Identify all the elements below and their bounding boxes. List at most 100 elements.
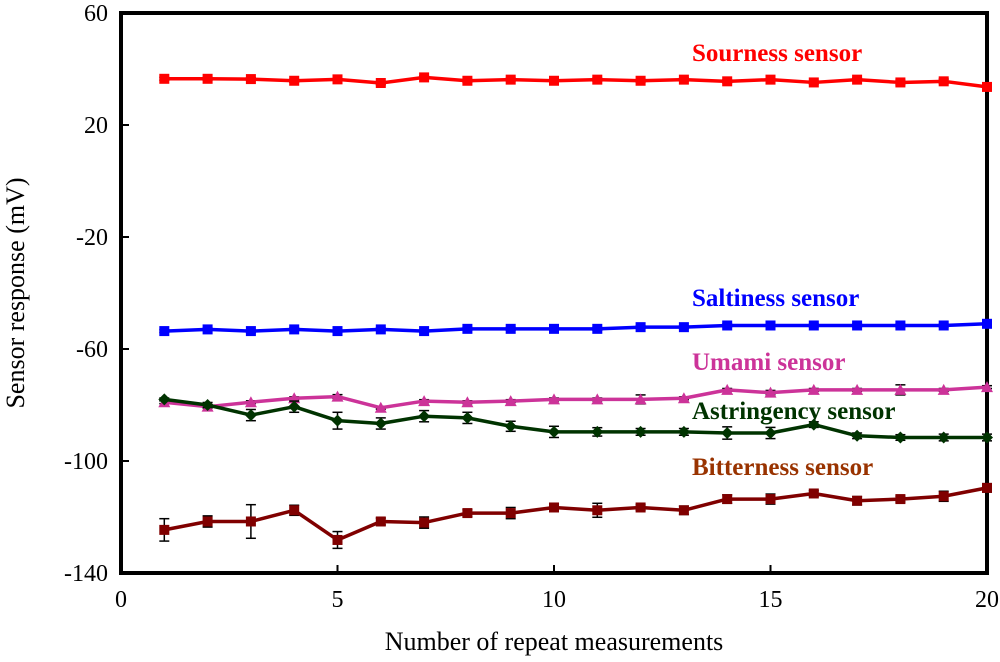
y-axis-title: Sensor response (mV)	[1, 177, 30, 408]
x-tick-label: 20	[975, 587, 999, 613]
bitterness-sensor-point	[332, 534, 343, 545]
umami-sensor-line	[164, 385, 988, 410]
bitterness-sensor-point	[375, 516, 386, 527]
sourness-sensor-point	[202, 73, 213, 84]
saltiness-sensor-point	[722, 320, 733, 331]
sourness-sensor-point	[505, 74, 516, 85]
sourness-sensor-point	[635, 75, 646, 86]
astringency-sensor-point	[244, 409, 257, 422]
sourness-sensor-point	[722, 76, 733, 87]
astringency-sensor-point	[461, 411, 474, 424]
astringency-sensor-point	[807, 418, 820, 431]
axis-ticks: 0 5 10 15 20 60 20 -20 -60 -100 -140	[64, 1, 999, 613]
astringency-sensor-point	[677, 425, 690, 438]
umami-sensor-point	[764, 386, 777, 398]
bitterness-sensor-point	[549, 502, 559, 513]
sourness-sensor-point	[419, 72, 430, 83]
umami-sensor-point	[504, 395, 517, 407]
series-layer	[158, 72, 993, 550]
saltiness-sensor-label: Saltiness sensor	[692, 285, 859, 312]
umami-sensor-point	[244, 396, 257, 408]
sourness-sensor-point	[982, 81, 992, 92]
saltiness-sensor-point	[159, 326, 170, 337]
umami-sensor-point	[331, 390, 344, 402]
bitterness-sensor-point	[635, 502, 646, 513]
sourness-sensor-point	[245, 74, 256, 85]
saltiness-sensor-point	[635, 322, 646, 333]
saltiness-sensor-point	[895, 320, 906, 331]
x-tick-label: 0	[115, 587, 127, 613]
sourness-sensor-point	[678, 74, 689, 85]
umami-sensor-point	[374, 401, 387, 413]
astringency-sensor-point	[374, 417, 387, 430]
x-axis-title: Number of repeat measurements	[385, 627, 724, 656]
astringency-sensor-point	[721, 427, 734, 439]
astringency-sensor-point	[894, 431, 907, 444]
bitterness-sensor-point	[462, 508, 473, 519]
sourness-sensor-point	[808, 77, 819, 88]
saltiness-sensor-point	[289, 324, 300, 335]
astringency-sensor-line	[164, 397, 987, 440]
bitterness-sensor-point	[592, 505, 603, 516]
saltiness-sensor-point	[982, 318, 992, 329]
x-tick-label: 10	[542, 587, 566, 613]
labels-layer: Sourness sensor Saltiness sensor Umami sen…	[692, 40, 895, 481]
saltiness-sensor-point	[419, 326, 430, 337]
saltiness-sensor-point	[245, 326, 256, 337]
saltiness-sensor-series	[159, 318, 992, 337]
sourness-sensor-point	[159, 73, 170, 84]
bitterness-sensor-point	[722, 494, 733, 505]
y-tick-label: -140	[64, 561, 108, 587]
sourness-sensor-point	[592, 74, 603, 85]
astringency-sensor-point	[634, 425, 647, 438]
astringency-sensor-series	[158, 393, 993, 444]
saltiness-sensor-point	[808, 320, 819, 331]
bitterness-sensor-point	[938, 491, 949, 502]
astringency-sensor-point	[548, 425, 560, 438]
umami-sensor-point	[461, 396, 474, 408]
saltiness-sensor-point	[852, 320, 863, 331]
bitterness-sensor-point	[852, 495, 863, 506]
bitterness-sensor-series	[159, 482, 992, 550]
astringency-sensor-point	[288, 400, 301, 413]
bitterness-sensor-point	[765, 494, 776, 505]
bitterness-sensor-line	[163, 486, 988, 542]
saltiness-sensor-point	[375, 324, 386, 335]
y-tick-label: -60	[76, 337, 108, 363]
astringency-sensor-point	[504, 420, 517, 433]
saltiness-sensor-point	[549, 323, 559, 334]
sourness-sensor-point	[895, 77, 906, 88]
y-tick-label: -20	[76, 225, 108, 251]
y-tick-label: 20	[84, 113, 108, 139]
y-tick-label: -100	[64, 449, 108, 475]
sourness-sensor-point	[549, 75, 559, 86]
bitterness-sensor-point	[159, 524, 170, 535]
saltiness-sensor-point	[462, 323, 473, 334]
sourness-sensor-point	[289, 75, 300, 86]
bitterness-sensor-point	[202, 516, 213, 527]
sourness-sensor-point	[462, 75, 473, 86]
saltiness-sensor-line	[164, 322, 988, 333]
saltiness-sensor-point	[592, 323, 603, 334]
umami-sensor-label: Umami sensor	[692, 349, 845, 376]
bitterness-sensor-point	[895, 494, 906, 505]
sourness-sensor-label: Sourness sensor	[692, 40, 862, 67]
umami-sensor-point	[677, 392, 690, 404]
bitterness-sensor-point	[808, 488, 819, 499]
sourness-sensor-point	[852, 74, 863, 85]
y-tick-label: 60	[84, 1, 108, 27]
sourness-sensor-point	[375, 78, 386, 88]
umami-sensor-point	[807, 383, 820, 395]
sourness-sensor-line	[164, 75, 988, 89]
bitterness-sensor-point	[245, 516, 256, 527]
saltiness-sensor-point	[765, 320, 776, 331]
astringency-sensor-label: Astringency sensor	[692, 398, 895, 425]
bitterness-sensor-point	[419, 517, 430, 528]
umami-sensor-point	[894, 383, 907, 395]
astringency-sensor-point	[981, 431, 993, 444]
sourness-sensor-point	[765, 74, 776, 85]
astringency-sensor-point	[418, 410, 431, 423]
astringency-sensor-point	[937, 431, 950, 444]
sourness-sensor-point	[332, 74, 343, 85]
